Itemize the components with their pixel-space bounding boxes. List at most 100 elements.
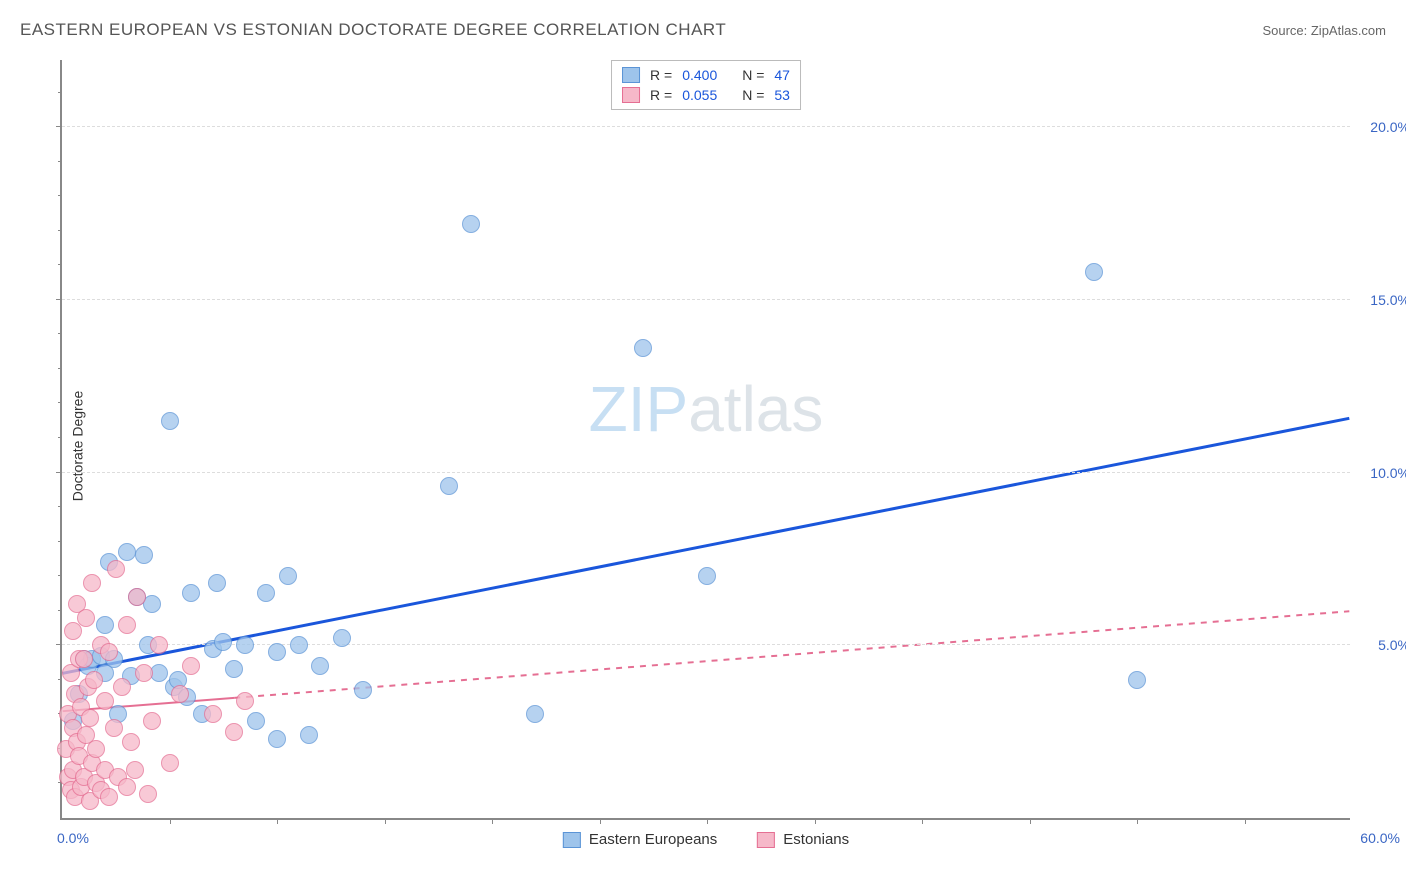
- source-name: ZipAtlas.com: [1311, 23, 1386, 38]
- swatch-icon: [757, 832, 775, 848]
- series-legend: Eastern Europeans Estonians: [563, 831, 849, 848]
- estonians-point: [182, 657, 200, 675]
- eastern_europeans-point: [182, 584, 200, 602]
- swatch-icon: [563, 832, 581, 848]
- estonians-point: [77, 609, 95, 627]
- stats-row-estonians: R =0.055N =53: [622, 85, 790, 105]
- estonians-point: [122, 733, 140, 751]
- estonians-point: [113, 678, 131, 696]
- estonians-point: [139, 785, 157, 803]
- estonians-point: [100, 788, 118, 806]
- x-tick: [170, 818, 171, 824]
- y-tick-minor: [58, 402, 62, 403]
- y-tick-minor: [58, 92, 62, 93]
- estonians-point: [64, 622, 82, 640]
- x-tick: [1245, 818, 1246, 824]
- eastern_europeans-point: [1085, 263, 1103, 281]
- legend-label: Estonians: [783, 831, 849, 848]
- n-value: 47: [774, 67, 790, 83]
- estonians-point: [126, 761, 144, 779]
- eastern_europeans-point: [96, 616, 114, 634]
- stats-row-eastern_europeans: R = 0.400 N = 47: [622, 65, 790, 85]
- y-tick: [56, 299, 62, 300]
- eastern_europeans-point: [354, 681, 372, 699]
- estonians-point: [225, 723, 243, 741]
- n-label: N =: [742, 87, 764, 103]
- y-tick-label: 15.0%: [1355, 292, 1406, 308]
- eastern_europeans-point: [236, 636, 254, 654]
- y-tick-minor: [58, 161, 62, 162]
- scatter-plot: ZIPatlas R =0.400N =47R =0.055N =53 0.0%…: [60, 60, 1350, 820]
- eastern_europeans-point: [440, 477, 458, 495]
- estonians-point: [204, 705, 222, 723]
- x-tick: [922, 818, 923, 824]
- eastern_europeans-point: [208, 574, 226, 592]
- estonians-point: [128, 588, 146, 606]
- n-label: N =: [742, 67, 764, 83]
- r-value: 0.055: [682, 87, 732, 103]
- y-tick: [56, 644, 62, 645]
- x-tick: [385, 818, 386, 824]
- eastern_europeans-point: [311, 657, 329, 675]
- y-tick: [56, 126, 62, 127]
- legend-item-estonians: Estonians: [757, 831, 849, 848]
- y-tick-minor: [58, 264, 62, 265]
- y-tick-minor: [58, 368, 62, 369]
- y-tick-minor: [58, 679, 62, 680]
- estonians-point: [135, 664, 153, 682]
- r-label: R =: [650, 67, 672, 83]
- swatch-icon: [622, 67, 640, 83]
- eastern_europeans-point: [225, 660, 243, 678]
- chart-title: EASTERN EUROPEAN VS ESTONIAN DOCTORATE D…: [20, 20, 726, 40]
- estonians-point: [81, 709, 99, 727]
- estonians-point: [85, 671, 103, 689]
- x-tick: [707, 818, 708, 824]
- x-axis-max-label: 60.0%: [1360, 830, 1400, 846]
- eastern_europeans-point: [279, 567, 297, 585]
- y-tick-minor: [58, 610, 62, 611]
- eastern_europeans-point: [333, 629, 351, 647]
- eastern_europeans-point: [526, 705, 544, 723]
- legend-label: Eastern Europeans: [589, 831, 717, 848]
- x-tick: [1137, 818, 1138, 824]
- y-tick-minor: [58, 575, 62, 576]
- estonians-point: [87, 740, 105, 758]
- y-tick-label: 10.0%: [1355, 465, 1406, 481]
- y-tick-minor: [58, 195, 62, 196]
- source-prefix: Source:: [1262, 23, 1310, 38]
- eastern_europeans-point: [161, 412, 179, 430]
- y-tick-label: 5.0%: [1355, 637, 1406, 653]
- eastern_europeans-point: [268, 730, 286, 748]
- x-axis-origin-label: 0.0%: [57, 830, 89, 846]
- estonians-point: [96, 692, 114, 710]
- estonians-point: [118, 616, 136, 634]
- legend-item-eastern_europeans: Eastern Europeans: [563, 831, 717, 848]
- x-tick: [600, 818, 601, 824]
- eastern_europeans-point: [634, 339, 652, 357]
- gridline: [62, 126, 1350, 127]
- estonians-point: [83, 574, 101, 592]
- source-attribution: Source: ZipAtlas.com: [1262, 23, 1386, 38]
- eastern_europeans-point: [247, 712, 265, 730]
- header: EASTERN EUROPEAN VS ESTONIAN DOCTORATE D…: [20, 20, 1386, 40]
- y-tick-label: 20.0%: [1355, 119, 1406, 135]
- y-tick: [56, 472, 62, 473]
- x-tick: [277, 818, 278, 824]
- eastern_europeans-point: [118, 543, 136, 561]
- estonians-point: [118, 778, 136, 796]
- eastern_europeans-point: [462, 215, 480, 233]
- trend-lines: [62, 60, 1350, 818]
- eastern_europeans-point: [290, 636, 308, 654]
- x-tick: [1030, 818, 1031, 824]
- estonians-point: [171, 685, 189, 703]
- r-label: R =: [650, 87, 672, 103]
- r-value: 0.400: [682, 67, 732, 83]
- x-tick: [815, 818, 816, 824]
- estonians-point: [100, 643, 118, 661]
- y-tick-minor: [58, 333, 62, 334]
- eastern_europeans-point: [300, 726, 318, 744]
- eastern_europeans-point: [698, 567, 716, 585]
- swatch-icon: [622, 87, 640, 103]
- estonians-trendline-dashed: [234, 611, 1349, 698]
- gridline: [62, 299, 1350, 300]
